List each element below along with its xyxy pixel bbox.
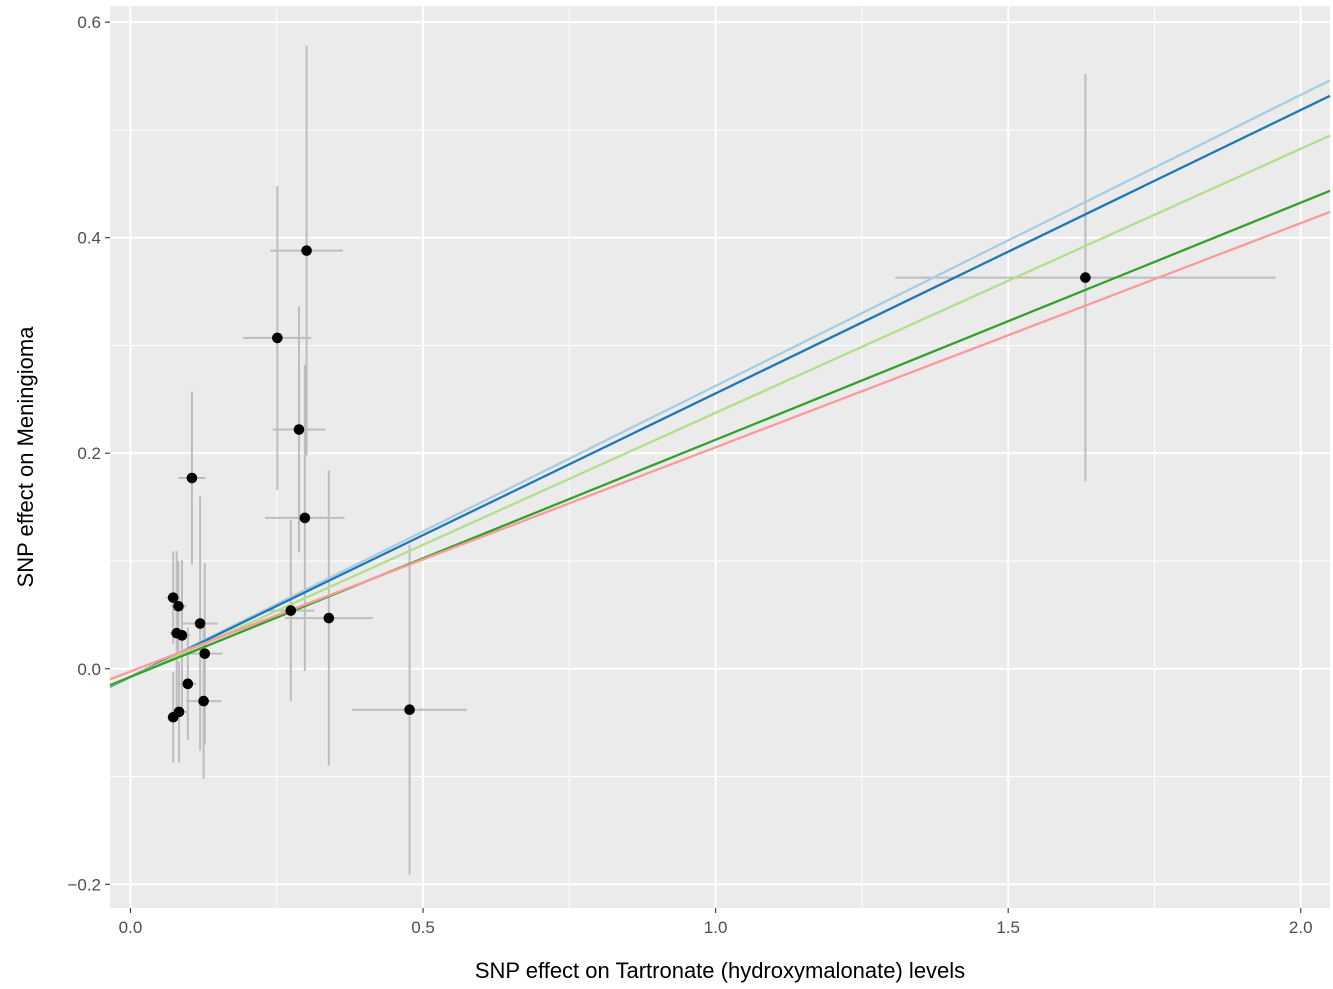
major-gridlines [110,6,1330,908]
data-points [167,245,1091,723]
data-point [272,332,283,344]
plot-panel [110,6,1330,908]
data-point [167,592,179,603]
regression-line [109,210,1331,681]
y-tick-label: 0.2 [77,444,101,463]
y-axis-title: SNP effect on Meningioma [13,326,38,588]
x-tick-label: 2.0 [1289,918,1313,937]
x-tick-label: 1.5 [996,918,1020,937]
data-point [173,600,184,612]
minor-gridlines [110,6,1330,908]
y-tick-label: −0.2 [67,875,101,894]
data-point [182,678,194,690]
data-point [285,605,297,616]
regression-line [109,189,1331,687]
x-tick-label: 1.0 [704,918,728,937]
data-point [198,695,209,707]
data-point [186,472,198,484]
data-point [301,245,312,256]
y-tick-label: 0.0 [77,660,101,679]
x-axis-ticks: 0.0 0.5 1.0 1.5 2.0 [119,908,1313,937]
y-tick-label: 0.6 [77,13,101,32]
data-point [1080,272,1091,283]
regression-line [109,134,1331,688]
regression-line [109,94,1331,688]
data-point [293,424,305,435]
regression-line [109,79,1331,689]
data-point [176,630,188,641]
x-tick-label: 0.0 [119,918,143,937]
regression-lines [109,79,1331,689]
data-point [194,618,206,629]
data-point [173,706,185,718]
x-tick-label: 0.5 [411,918,435,937]
y-tick-label: 0.4 [77,229,101,248]
data-point [199,648,211,659]
data-point [404,704,415,716]
data-point [299,512,311,524]
x-axis-title: SNP effect on Tartronate (hydroxymalonat… [475,958,965,983]
y-axis-ticks: −0.2 0.0 0.2 0.4 0.6 [67,13,110,894]
data-point [323,612,335,624]
